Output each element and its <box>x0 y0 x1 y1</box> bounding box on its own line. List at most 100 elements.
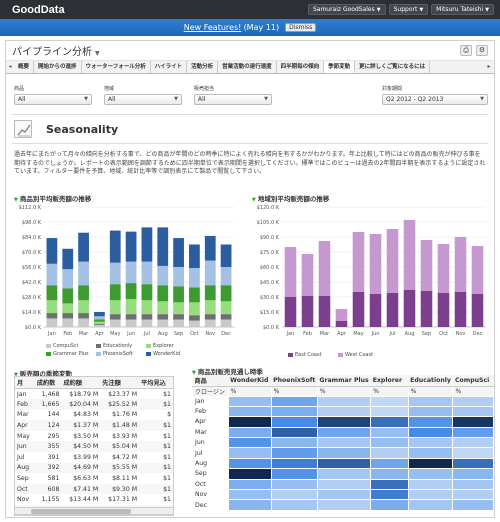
bar-compusci-sep[interactable] <box>173 319 184 328</box>
heatmap-cell[interactable] <box>370 426 409 439</box>
bar-explorer-jan[interactable] <box>46 300 58 314</box>
bar-grammar-plus-jul[interactable] <box>141 284 153 301</box>
bar-explorer-may[interactable] <box>109 300 121 315</box>
bar-grammar-plus-nov[interactable] <box>204 285 216 301</box>
heatmap-cell[interactable] <box>452 488 494 501</box>
heatmap-cell[interactable] <box>316 457 372 470</box>
new-features-link[interactable]: New Features! (May 11) <box>183 23 280 32</box>
heatmap-cell[interactable] <box>407 488 454 501</box>
legend-item[interactable]: East Coast <box>288 352 322 358</box>
bar-west-coast-oct[interactable] <box>437 244 450 293</box>
heatmap-cell[interactable] <box>407 416 454 428</box>
tab-scroll-right-icon[interactable]: ▸ <box>487 63 491 70</box>
top-menu-1[interactable]: Support ▼ <box>388 4 429 15</box>
bar-east-coast-jan[interactable] <box>284 297 297 327</box>
tab-3[interactable]: ハイライト <box>151 61 188 73</box>
bar-west-coast-jan[interactable] <box>284 247 297 297</box>
bar-compusci-jul[interactable] <box>141 319 153 328</box>
bar-educationly-mar[interactable] <box>78 313 89 319</box>
bar-east-coast-aug[interactable] <box>403 290 416 327</box>
heatmap-cell[interactable] <box>452 478 494 491</box>
bar-compusci-oct[interactable] <box>189 320 200 327</box>
tab-5[interactable]: 営業活動の達行速度 <box>218 61 277 73</box>
bar-east-coast-sep[interactable] <box>420 291 433 327</box>
heatmap-column-header[interactable]: CompuSci <box>452 375 494 387</box>
heatmap-cell[interactable] <box>452 395 494 407</box>
heatmap-cell[interactable] <box>227 488 272 501</box>
heatmap-column-header[interactable]: Grammar Plus <box>317 375 371 387</box>
tab-0[interactable]: 概要 <box>14 61 35 73</box>
bar-wonderkid-jul[interactable] <box>141 227 153 262</box>
bar-grammar-plus-sep[interactable] <box>173 286 184 303</box>
top-menu-0[interactable]: Samuraiz GoodSales ▼ <box>307 4 386 15</box>
bar-phoenixsoft-jun[interactable] <box>125 261 137 284</box>
bar-educationly-aug[interactable] <box>157 314 169 320</box>
heatmap-cell[interactable] <box>407 437 454 449</box>
bar-grammar-plus-jan[interactable] <box>46 285 58 301</box>
heatmap-cell[interactable] <box>227 478 272 491</box>
gear-icon[interactable]: ⚙ <box>476 45 488 56</box>
bar-east-coast-mar[interactable] <box>318 296 331 327</box>
heatmap-cell[interactable] <box>316 426 372 439</box>
collapse-triangle-icon[interactable]: ▼ <box>252 197 256 203</box>
heatmap-cell[interactable] <box>316 499 372 511</box>
heatmap-cell[interactable] <box>316 488 372 501</box>
bar-grammar-plus-may[interactable] <box>109 284 121 301</box>
print-icon[interactable]: ⎙ <box>460 45 472 56</box>
heatmap-cell[interactable] <box>370 478 409 491</box>
bar-wonderkid-may[interactable] <box>109 230 121 263</box>
bar-grammar-plus-mar[interactable] <box>78 285 89 301</box>
heatmap-cell[interactable] <box>227 468 272 480</box>
bar-west-coast-sep[interactable] <box>420 240 433 291</box>
bar-east-coast-dec[interactable] <box>471 294 484 327</box>
heatmap-cell[interactable] <box>270 468 318 480</box>
bar-wonderkid-jun[interactable] <box>125 231 137 262</box>
legend-item[interactable]: PhoenixSoft <box>96 351 133 357</box>
bar-compusci-nov[interactable] <box>204 319 216 328</box>
heatmap-cell[interactable] <box>452 426 494 439</box>
bar-west-coast-jul[interactable] <box>386 229 399 293</box>
bar-wonderkid-apr[interactable] <box>94 312 105 317</box>
dismiss-button[interactable]: Dismiss <box>285 23 317 32</box>
bar-educationly-dec[interactable] <box>220 314 232 320</box>
app-logo[interactable]: GoodData <box>12 3 65 16</box>
bar-educationly-nov[interactable] <box>204 314 216 320</box>
bar-wonderkid-jan[interactable] <box>46 238 58 264</box>
heatmap-cell[interactable] <box>452 457 494 470</box>
heatmap-cell[interactable] <box>227 499 272 511</box>
bar-explorer-jun[interactable] <box>125 299 137 315</box>
bar-educationly-may[interactable] <box>109 314 121 320</box>
heatmap-cell[interactable] <box>370 468 409 480</box>
heatmap-cell[interactable] <box>407 478 454 491</box>
bar-grammar-plus-oct[interactable] <box>189 287 200 303</box>
bar-compusci-jan[interactable] <box>46 318 58 327</box>
bar-east-coast-jun[interactable] <box>369 294 382 327</box>
collapse-triangle-icon[interactable]: ▼ <box>14 372 18 378</box>
bar-phoenixsoft-dec[interactable] <box>220 267 232 286</box>
heatmap-cell[interactable] <box>407 457 454 470</box>
filter-select[interactable]: All ▼ <box>194 94 272 105</box>
bar-wonderkid-oct[interactable] <box>189 244 200 269</box>
bar-explorer-feb[interactable] <box>62 303 74 314</box>
heatmap-cell[interactable] <box>270 499 318 511</box>
heatmap-cell[interactable] <box>316 405 372 418</box>
bar-west-coast-mar[interactable] <box>318 241 331 296</box>
collapse-triangle-icon[interactable]: ▼ <box>192 370 196 376</box>
heatmap-cell[interactable] <box>407 426 454 439</box>
filter-select[interactable]: All ▼ <box>14 94 92 105</box>
heatmap-cell[interactable] <box>227 416 272 428</box>
heatmap-cell[interactable] <box>270 488 318 501</box>
bar-wonderkid-mar[interactable] <box>78 232 89 262</box>
bar-grammar-plus-apr[interactable] <box>94 319 105 322</box>
heatmap-cell[interactable] <box>270 395 318 407</box>
bar-educationly-jan[interactable] <box>46 313 58 319</box>
heatmap-cell[interactable] <box>370 457 409 470</box>
bar-west-coast-aug[interactable] <box>403 220 416 290</box>
bar-explorer-aug[interactable] <box>157 301 169 315</box>
bar-wonderkid-dec[interactable] <box>220 244 232 268</box>
heatmap-cell[interactable] <box>316 468 372 480</box>
legend-item[interactable]: WonderKid <box>146 351 180 357</box>
tab-6[interactable]: 四半期毎の傾向 <box>277 61 325 73</box>
bar-grammar-plus-jun[interactable] <box>125 283 137 300</box>
page-title-dropdown[interactable]: パイプライン分析 ▼ <box>12 47 100 58</box>
